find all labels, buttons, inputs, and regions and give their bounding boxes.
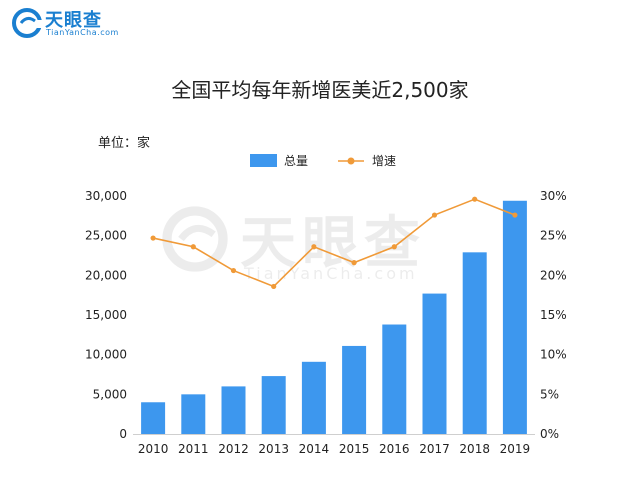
legend-label-bar: 总量 — [284, 154, 308, 168]
bar — [502, 200, 527, 434]
watermark: 天眼查 TianYanCha.com — [160, 198, 500, 288]
x-tick-label: 2010 — [138, 442, 169, 456]
x-tick-label: 2011 — [178, 442, 209, 456]
growth-point — [230, 267, 237, 274]
growth-line — [152, 198, 516, 288]
legend-marker — [347, 157, 355, 165]
y-right-tick-label: 5% — [540, 387, 559, 401]
y-right-tick-label: 20% — [540, 268, 567, 282]
bar — [221, 386, 246, 434]
y-left-tick-label: 25,000 — [85, 229, 127, 243]
growth-point — [351, 260, 357, 266]
x-tick-label: 2013 — [258, 442, 289, 456]
x-tick-label: 2015 — [339, 442, 370, 456]
x-tick-label: 2018 — [459, 442, 490, 456]
y-left-tick-label: 0 — [119, 427, 127, 441]
x-tick-label: 2012 — [218, 442, 249, 456]
growth-point — [150, 235, 156, 241]
growth-point — [391, 244, 397, 250]
bar — [141, 402, 166, 434]
bar — [342, 345, 367, 434]
legend-label-line: 增速 — [372, 154, 396, 168]
bar — [261, 376, 286, 434]
x-tick-label: 2014 — [299, 442, 330, 456]
logo-name: 天眼查 — [45, 10, 102, 31]
growth-point — [190, 244, 196, 250]
y-right-tick-label: 30% — [540, 189, 567, 203]
bar — [301, 361, 326, 434]
watermark-subtitle: TianYanCha.com — [244, 264, 418, 283]
chart-title: 全国平均每年新增医美近2,500家 — [171, 78, 469, 102]
bar — [422, 293, 447, 434]
x-tick-label: 2016 — [379, 442, 410, 456]
bar — [382, 324, 407, 434]
tianyancha-logo-icon — [12, 8, 42, 38]
legend-swatch-bar — [250, 154, 277, 167]
y-left-tick-label: 30,000 — [85, 189, 127, 203]
y-right-tick-label: 0% — [540, 427, 559, 441]
x-tick-label: 2017 — [419, 442, 450, 456]
bar — [181, 394, 206, 434]
growth-point — [431, 212, 438, 218]
growth-point — [512, 212, 518, 218]
y-right-tick-label: 10% — [540, 348, 567, 362]
y-left-tick-label: 10,000 — [85, 348, 127, 362]
x-tick-label: 2019 — [500, 442, 531, 456]
growth-point — [311, 244, 317, 250]
logo: 天眼查 TianYanCha.com — [12, 6, 152, 40]
y-left-tick-label: 5,000 — [93, 387, 127, 401]
bar — [462, 252, 487, 434]
unit-label: 单位：家 — [98, 136, 151, 151]
growth-point — [472, 196, 478, 202]
y-left-tick-label: 20,000 — [85, 268, 127, 282]
growth-point — [271, 283, 277, 290]
watermark-name: 天眼查 — [240, 211, 426, 276]
y-right-tick-label: 15% — [540, 308, 567, 322]
y-left-tick-label: 15,000 — [85, 308, 127, 322]
y-right-tick-label: 25% — [540, 229, 567, 243]
logo-subtitle: TianYanCha.com — [46, 28, 119, 37]
watermark-logo-icon — [162, 206, 228, 272]
